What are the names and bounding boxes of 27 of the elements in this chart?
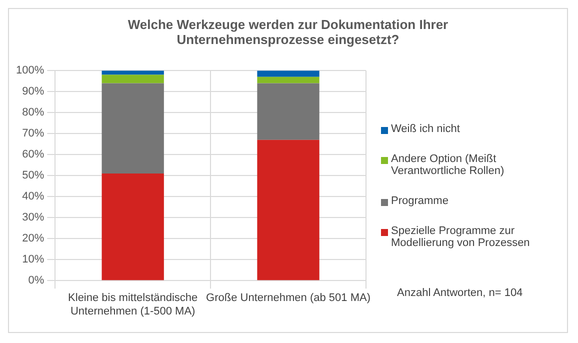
bar [102, 174, 164, 280]
bar [257, 70, 320, 77]
bar [102, 83, 164, 174]
bar [257, 83, 320, 140]
chart-title: Welche Werkzeuge werden zur Dokumentation Ihrer Unternehmensprozesse eingesetzt? [126, 16, 450, 47]
y-tick-label: 70% [22, 128, 44, 140]
y-tick-label: 90% [22, 86, 44, 98]
text: Anzahl Antworten, n= 104 [397, 287, 523, 299]
y-tick-label: 80% [22, 106, 44, 119]
x-tick-label: Große Unternehmen (ab 501 MA) [206, 292, 371, 304]
y-tick-label: 30% [22, 212, 44, 224]
y-tick-label: 0% [28, 274, 44, 287]
y-tick-label: 100% [16, 64, 44, 77]
y-tick-label: 60% [22, 148, 44, 161]
bar [102, 70, 164, 75]
legend-label: Weiß ich nicht [391, 123, 460, 135]
legend-label: Programme [391, 195, 448, 207]
legend-label: Spezielle Programme zur Modellierung von Prozessen [391, 225, 531, 249]
bar [257, 76, 320, 84]
y-tick-label: 40% [22, 190, 44, 203]
y-tick-label: 50% [22, 170, 44, 182]
y-tick-label: 10% [22, 254, 44, 266]
bar [102, 74, 164, 84]
x-tick-label: Kleine bis mittelständische Unternehmen (1-500 MA) [68, 292, 198, 318]
y-tick-label: 20% [22, 232, 44, 245]
legend-label: Andere Option (Meißt Verantwortliche Rollen) [391, 153, 506, 177]
bar [257, 140, 320, 280]
